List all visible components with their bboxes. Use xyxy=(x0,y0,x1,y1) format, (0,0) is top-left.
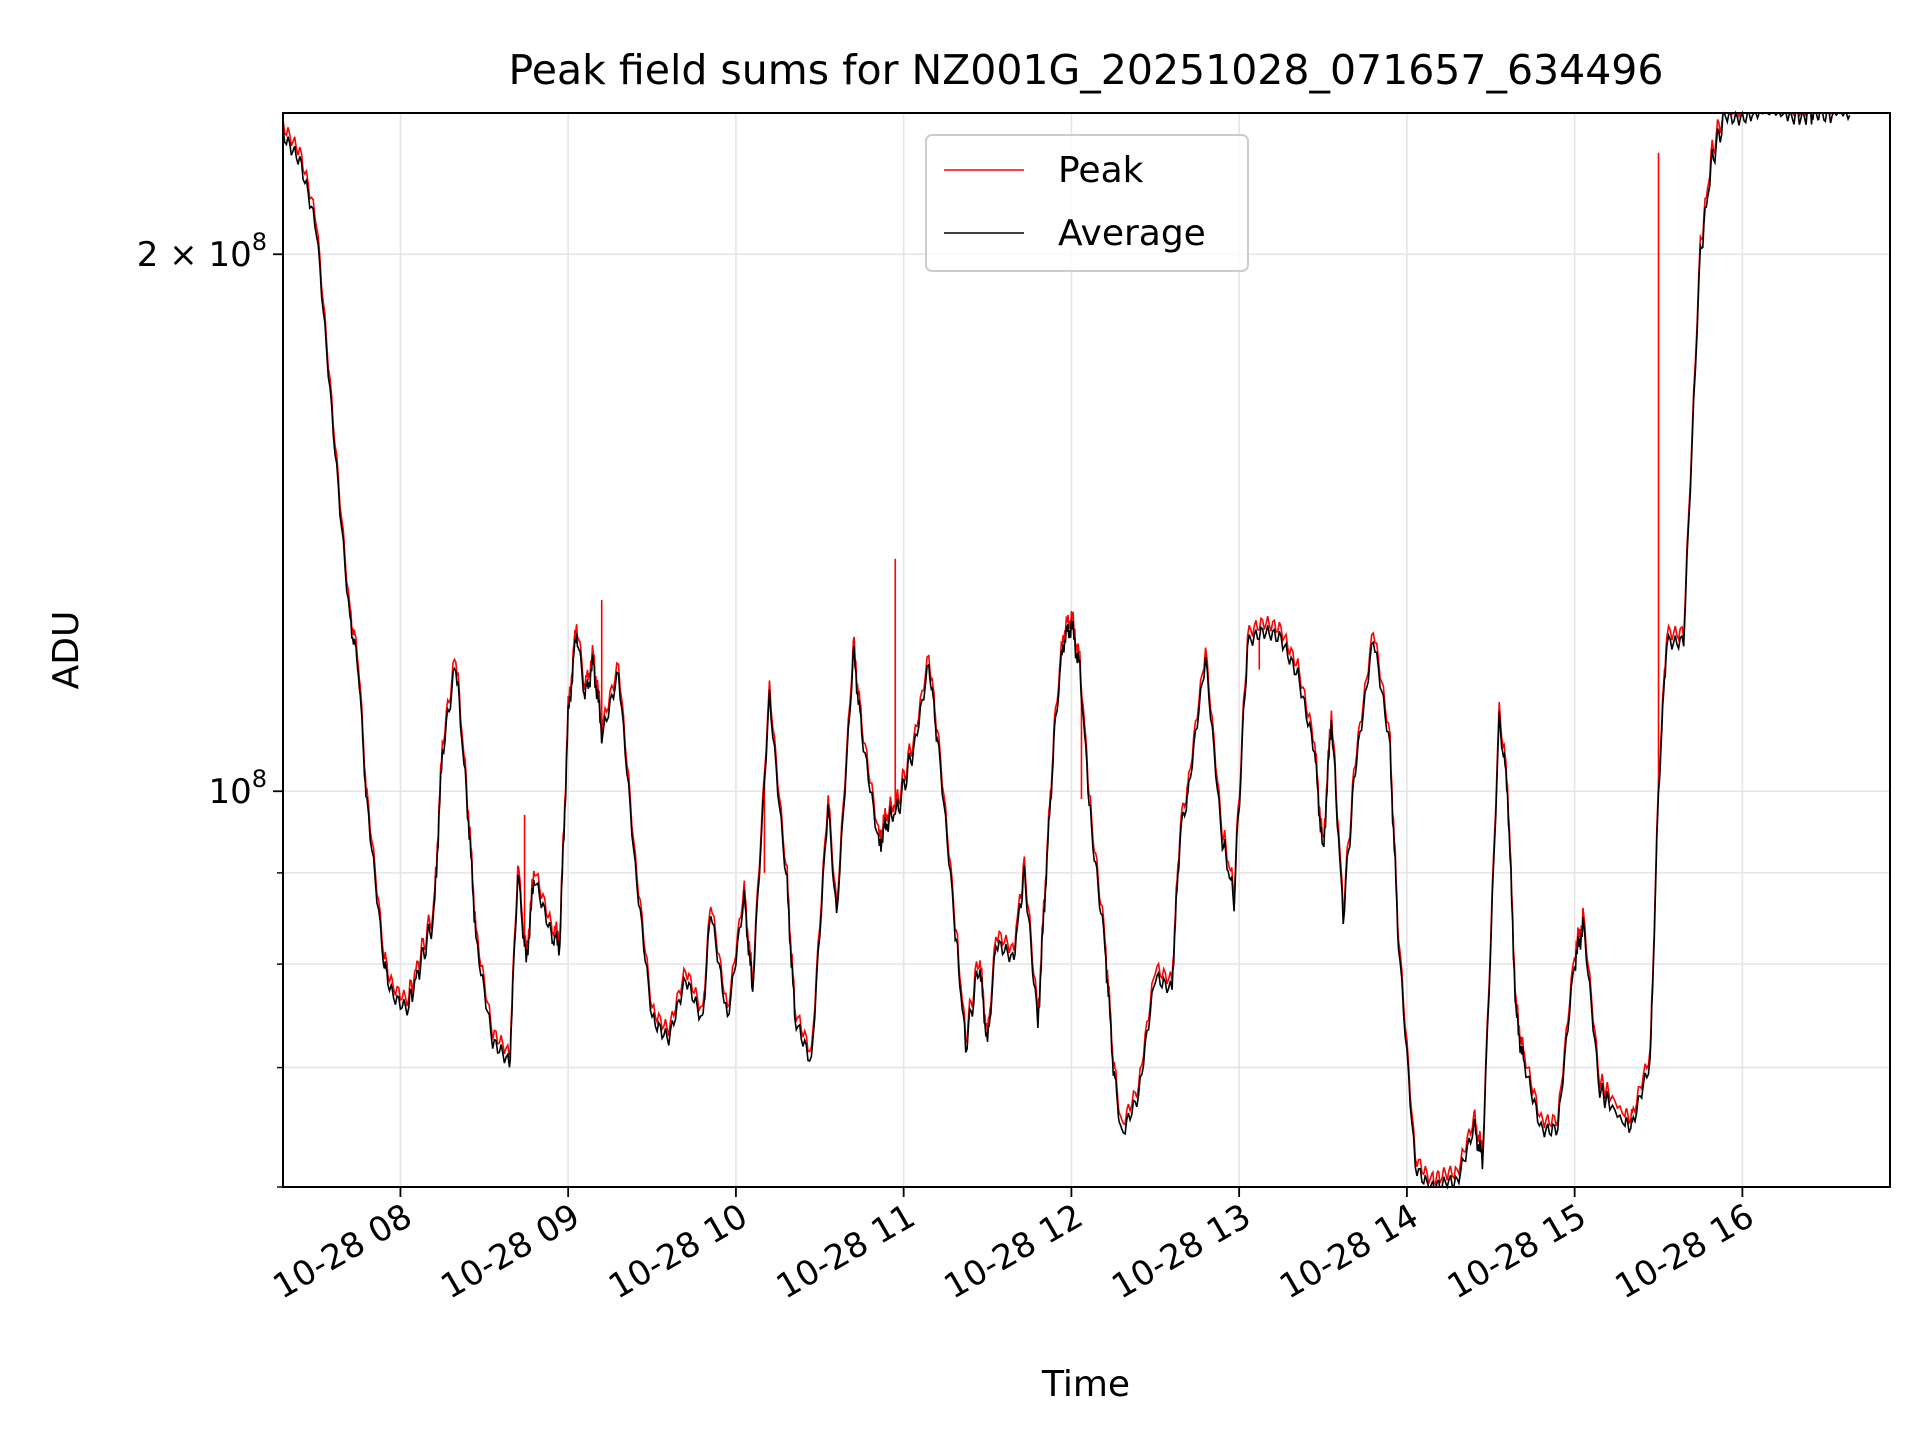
axes-frame xyxy=(282,112,1891,1188)
y-tick-exponent: 8 xyxy=(252,765,267,793)
y-axis-label: ADU xyxy=(46,611,87,690)
legend-peak-label: Peak xyxy=(1058,150,1144,191)
average-series-line xyxy=(282,110,1851,1190)
legend-box xyxy=(925,134,1249,272)
legend: Peak Average xyxy=(925,134,1249,272)
y-tick-label: 2 × 108 xyxy=(137,228,267,275)
y-tick-label: 108 xyxy=(208,765,267,812)
y-tick-base: 2 × 10 xyxy=(137,235,252,275)
x-axis-label: Time xyxy=(1041,1364,1130,1405)
y-tick-exponent: 8 xyxy=(252,228,267,256)
series-layer xyxy=(282,110,1851,1190)
chart-title: Peak field sums for NZ001G_20251028_0716… xyxy=(509,46,1664,94)
legend-average-label: Average xyxy=(1058,213,1206,254)
plot-area xyxy=(283,113,1890,1187)
y-tick-base: 10 xyxy=(208,772,251,812)
